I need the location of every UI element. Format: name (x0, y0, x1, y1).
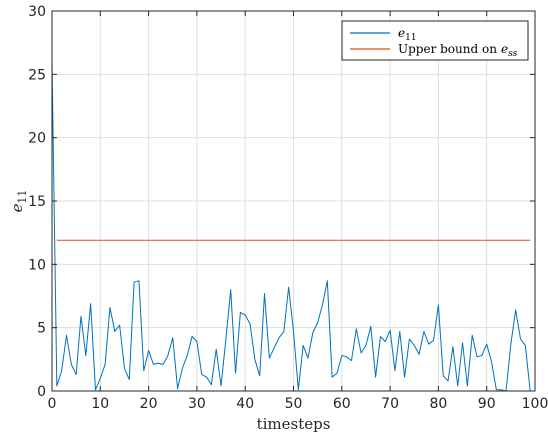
x-tick-label: 20 (140, 396, 158, 412)
y-tick-label: 5 (37, 321, 46, 337)
legend-label-e11-base: e (398, 26, 405, 40)
axis-ticks (51, 10, 536, 392)
grid (52, 11, 535, 391)
x-tick-label: 0 (48, 396, 57, 412)
y-tick-label: 25 (28, 67, 46, 83)
x-tick-label: 70 (381, 396, 399, 412)
y-tick-label: 0 (37, 384, 46, 400)
y-tick-label: 20 (28, 131, 46, 147)
x-tick-label: 40 (236, 396, 254, 412)
x-tick-label: 30 (188, 396, 206, 412)
legend-label-ess-subscript: ss (508, 49, 518, 59)
plot-series (52, 61, 531, 391)
legend-label-upper-bound: Upper bound on ess (398, 42, 518, 59)
legend-box (341, 20, 529, 61)
x-tick-label: 100 (522, 396, 548, 412)
y-axis-label-base: e (8, 203, 26, 212)
x-axis-label: timesteps (257, 415, 331, 433)
y-tick-label: 10 (28, 257, 46, 273)
y-axis-label-subscript: 11 (16, 190, 29, 204)
series-line-e11 (52, 61, 531, 391)
x-tick-label: 60 (333, 396, 351, 412)
x-tick-label: 10 (91, 396, 109, 412)
legend-label-e11: e11 (398, 26, 417, 43)
y-tick-label: 15 (28, 194, 46, 210)
legend: e11 Upper bound on ess (341, 20, 529, 61)
x-tick-label: 80 (429, 396, 447, 412)
y-tick-label: 30 (28, 4, 46, 20)
x-tick-label: 90 (478, 396, 496, 412)
legend-label-ess-base: e (501, 42, 508, 56)
x-tick-label: 50 (285, 396, 303, 412)
tick-labels: 0 10 20 30 40 50 60 70 80 90 100 0 5 10 15 20 25 30 (28, 4, 548, 412)
legend-label-e11-subscript: 11 (405, 33, 416, 43)
legend-label-upper-bound-text: Upper bound on (398, 42, 497, 56)
y-axis-label: e11 (8, 190, 29, 213)
